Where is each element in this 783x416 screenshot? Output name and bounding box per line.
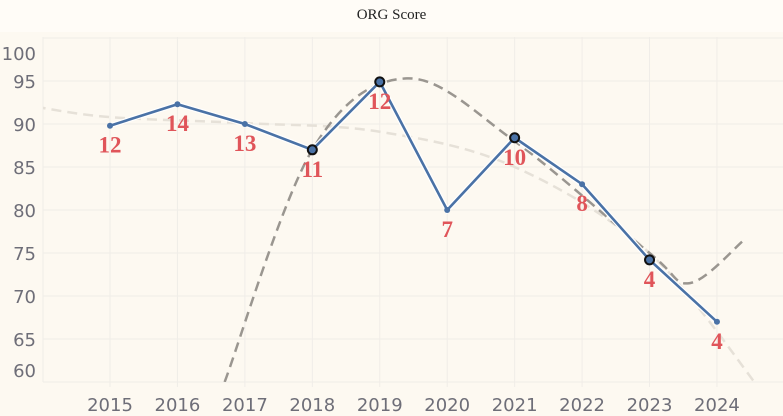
data-label: 13 — [233, 131, 256, 156]
x-tick-label: 2017 — [222, 395, 268, 416]
x-tick-label: 2019 — [357, 395, 403, 416]
x-tick-label: 2024 — [694, 395, 740, 416]
x-tick-label: 2021 — [492, 395, 538, 416]
trend-line-2 — [223, 77, 745, 382]
x-tick-label: 2020 — [424, 395, 470, 416]
y-tick-label: 90 — [13, 115, 36, 136]
y-tick-label: 75 — [13, 244, 36, 265]
data-label: 10 — [503, 145, 526, 170]
highlighted-point — [509, 132, 521, 144]
series-line — [109, 79, 718, 323]
data-label: 14 — [166, 111, 190, 136]
highlighted-point — [374, 76, 386, 88]
x-tick-label: 2016 — [155, 395, 201, 416]
data-point — [241, 121, 248, 127]
data-point — [444, 207, 451, 213]
x-tick-label: 2022 — [559, 395, 605, 416]
highlighted-point — [306, 144, 318, 156]
data-label: 11 — [301, 157, 323, 182]
x-tick-label: 2023 — [627, 395, 673, 416]
y-tick-label: 65 — [13, 330, 36, 351]
data-label: 4 — [644, 267, 656, 292]
x-tick-label: 2015 — [87, 395, 133, 416]
trend-line-1 — [43, 106, 756, 382]
data-label: 12 — [368, 89, 391, 114]
y-tick-label: 85 — [13, 158, 36, 179]
data-label: 12 — [99, 133, 122, 158]
data-point — [174, 101, 181, 108]
data-label: 8 — [576, 191, 588, 216]
data-label: 4 — [711, 329, 723, 354]
y-tick-label: 70 — [13, 287, 36, 308]
y-tick-label: 80 — [13, 201, 36, 222]
series-line-halo — [109, 77, 719, 324]
y-tick-label: 60 — [13, 361, 36, 382]
chart-title: ORG Score — [0, 0, 783, 32]
data-point — [713, 318, 720, 325]
data-point — [107, 122, 113, 129]
data-label: 7 — [441, 217, 453, 242]
y-tick-label: 100 — [2, 44, 36, 65]
highlighted-point — [644, 254, 656, 266]
y-tick-label: 95 — [13, 72, 36, 93]
x-tick-label: 2018 — [289, 395, 335, 416]
data-point — [579, 181, 586, 188]
